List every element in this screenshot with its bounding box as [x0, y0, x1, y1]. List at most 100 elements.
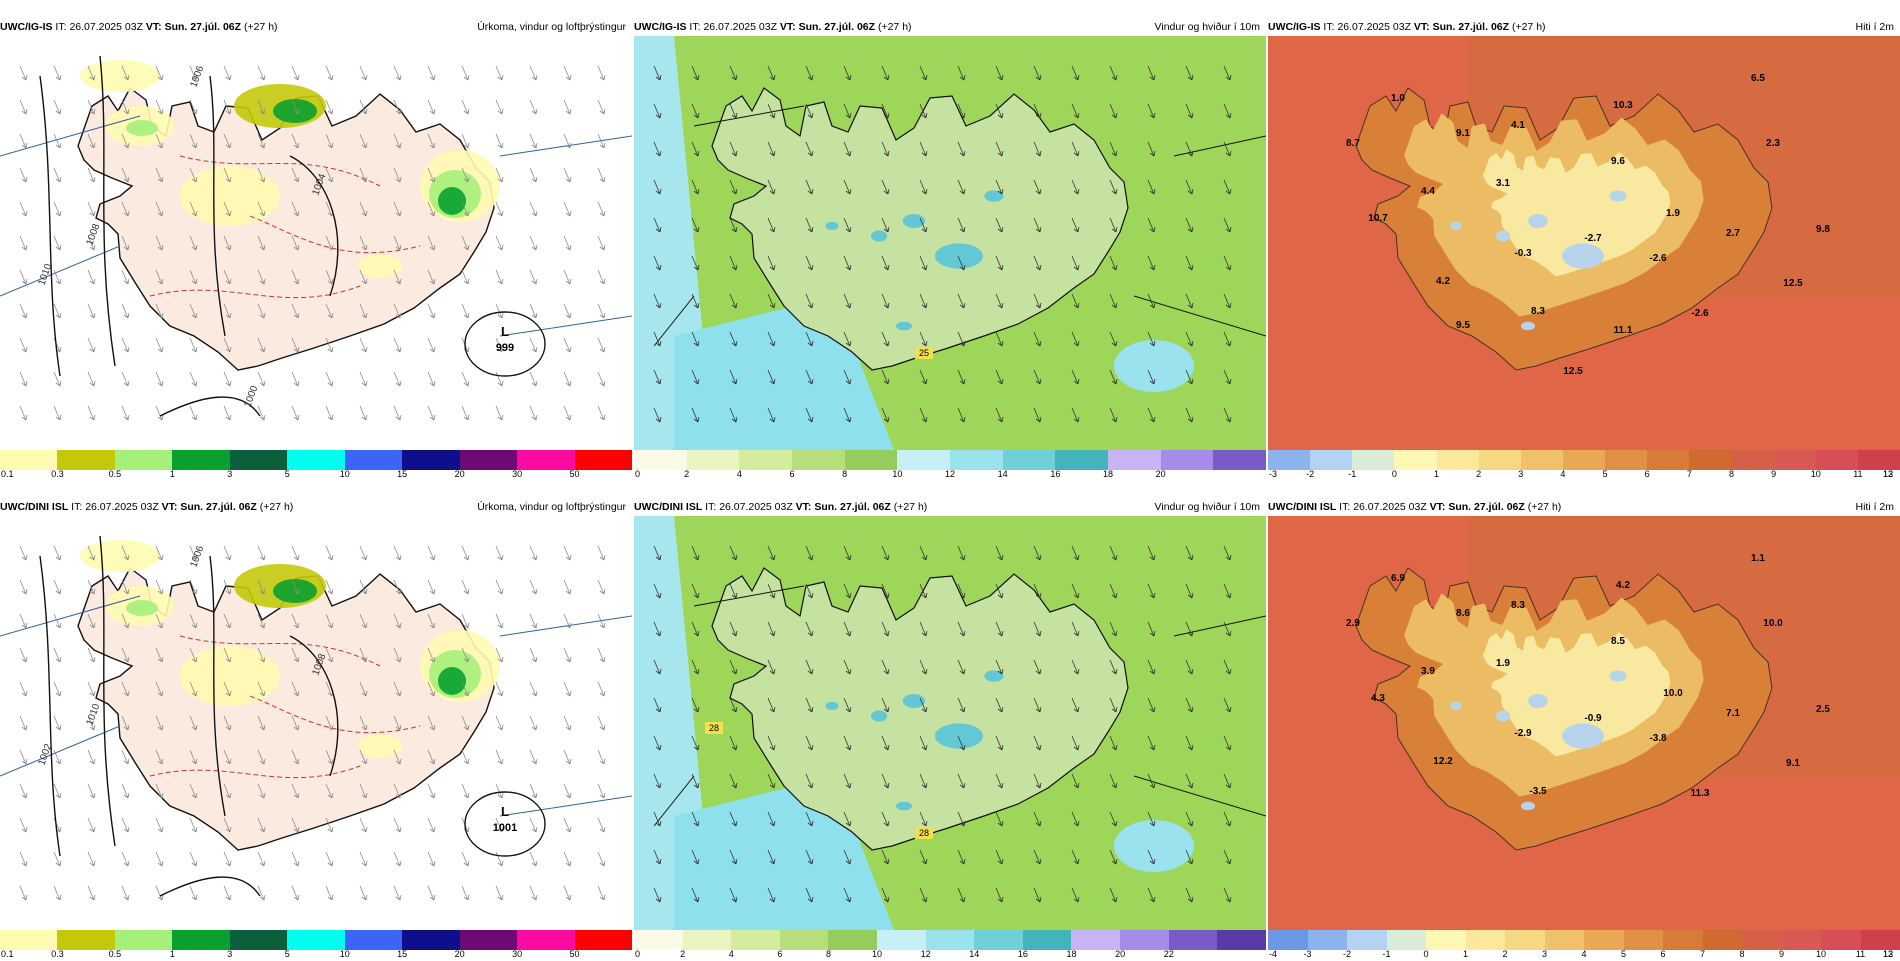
- temperature-label: -3.5: [1529, 786, 1547, 797]
- colorbar-swatch: [287, 450, 344, 470]
- cold-area: [1562, 723, 1604, 748]
- temperature-label: 6.5: [1751, 73, 1765, 84]
- valid-time: Sun. 27.júl. 06Z: [799, 21, 875, 33]
- colorbar-tick-label: 4: [1560, 469, 1565, 479]
- precip-area: [126, 600, 158, 616]
- colorbar-swatch: [0, 450, 57, 470]
- colorbar-tick-label: -2: [1343, 949, 1351, 959]
- low-pressure-value: 999: [496, 342, 514, 354]
- colorbar-tick-label: 20: [1156, 469, 1166, 479]
- colorbar-tick-label: 2: [1476, 469, 1481, 479]
- colorbar-swatch: [1563, 450, 1605, 470]
- cold-area: [1521, 802, 1535, 810]
- colorbar-tick-label: 5: [1621, 949, 1626, 959]
- lead-time: (+27 h): [244, 21, 278, 33]
- colorbar-tick-label: 22: [1164, 949, 1174, 959]
- colorbar-tick-label: 30: [512, 949, 522, 959]
- colorbar: [1268, 450, 1900, 470]
- colorbar-tick-label: 10: [1811, 469, 1821, 479]
- colorbar-swatch: [1268, 930, 1308, 950]
- colorbar-tick-label: -3: [1269, 469, 1277, 479]
- temperature-label: -2.6: [1649, 253, 1667, 264]
- colorbar-swatch: [828, 930, 877, 950]
- colorbar-swatch: [1663, 930, 1703, 950]
- init-time: 26.07.2025 03Z: [703, 21, 777, 33]
- colorbar-swatch: [1861, 930, 1900, 950]
- colorbar-swatch: [1394, 450, 1436, 470]
- init-time: 26.07.2025 03Z: [69, 21, 143, 33]
- panel-model-name: UWC/IG-IS: [634, 21, 687, 33]
- colorbar: [0, 450, 632, 470]
- colorbar-tick-label: 8: [1739, 949, 1744, 959]
- colorbar-tick-label: 1: [170, 949, 175, 959]
- colorbar-swatch: [845, 450, 898, 470]
- colorbar-tick-label: 2: [1502, 949, 1507, 959]
- temperature-label: 8.5: [1611, 636, 1625, 647]
- cold-area: [1610, 190, 1627, 201]
- colorbar-swatch: [897, 450, 950, 470]
- colorbar-swatch: [1217, 930, 1266, 950]
- temperature-label: 6.9: [1391, 573, 1405, 584]
- temperature-label: 11.1: [1614, 325, 1633, 336]
- it-label: IT:: [1323, 21, 1334, 33]
- colorbar: [1268, 930, 1900, 950]
- high-wind-area: [871, 710, 887, 721]
- it-label: IT:: [705, 501, 716, 513]
- panel-header: UWC/IG-IS IT: 26.07.2025 03Z VT: Sun. 27…: [0, 18, 632, 36]
- panel-header: UWC/DINI ISL IT: 26.07.2025 03Z VT: Sun.…: [634, 498, 1266, 516]
- colorbar-tick-label: 50: [570, 469, 580, 479]
- colorbar-swatch: [1774, 450, 1816, 470]
- colorbar-swatch: [57, 450, 114, 470]
- vt-label: VT:: [780, 21, 796, 33]
- cold-area: [1528, 214, 1548, 228]
- temperature-label: 8.3: [1511, 600, 1525, 611]
- colorbar-swatch: [926, 930, 975, 950]
- high-wind-area: [984, 670, 1003, 681]
- panel-wind-igis: UWC/IG-IS IT: 26.07.2025 03Z VT: Sun. 27…: [634, 18, 1266, 480]
- colorbar-swatch: [1545, 930, 1585, 950]
- panel-title: Úrkoma, vindur og loftþrýstingur: [477, 18, 626, 36]
- colorbar-tick-label: 3: [1518, 469, 1523, 479]
- colorbar-swatch: [0, 930, 57, 950]
- colorbar-swatch: [1071, 930, 1120, 950]
- temperature-label: 2.3: [1766, 138, 1780, 149]
- colorbar-swatch: [402, 930, 459, 950]
- colorbar-swatch: [1108, 450, 1161, 470]
- colorbar-swatch: [780, 930, 829, 950]
- precip-area: [273, 99, 317, 123]
- panel-wind-dini: UWC/DINI ISL IT: 26.07.2025 03Z VT: Sun.…: [634, 498, 1266, 960]
- colorbar-swatch: [1605, 450, 1647, 470]
- vt-label: VT:: [146, 21, 162, 33]
- colorbar-tick-label: 20: [455, 469, 465, 479]
- colorbar-swatch: [1703, 930, 1743, 950]
- precip-area: [180, 166, 280, 226]
- lead-time: (+27 h): [1528, 501, 1562, 513]
- colorbar-swatch: [1347, 930, 1387, 950]
- colorbar-tick-label: 14: [998, 469, 1008, 479]
- colorbar-swatch: [345, 450, 402, 470]
- colorbar-tick-label: 16: [1018, 949, 1028, 959]
- colorbar-swatch: [230, 930, 287, 950]
- colorbar-swatch: [460, 450, 517, 470]
- colorbar-swatch: [57, 930, 114, 950]
- high-wind-area: [935, 723, 983, 748]
- precip-area: [358, 734, 402, 758]
- colorbar-swatch: [1647, 450, 1689, 470]
- colorbar-tick-label: 16: [1050, 469, 1060, 479]
- colorbar: [0, 930, 632, 950]
- temperature-label: 11.3: [1691, 788, 1710, 799]
- precip-area: [358, 254, 402, 278]
- colorbar-swatch: [731, 930, 780, 950]
- colorbar-tick-label: 5: [285, 469, 290, 479]
- colorbar-swatch: [517, 930, 574, 950]
- panel-model-name: UWC/IG-IS: [1268, 21, 1321, 33]
- temperature-label: 10.7: [1368, 213, 1388, 224]
- colorbar: [634, 450, 1266, 470]
- temperature-label: 10.0: [1663, 688, 1683, 699]
- temperature-label: 4.3: [1371, 693, 1385, 704]
- colorbar-tick-label: 4: [729, 949, 734, 959]
- colorbar-tick-label: 30: [512, 469, 522, 479]
